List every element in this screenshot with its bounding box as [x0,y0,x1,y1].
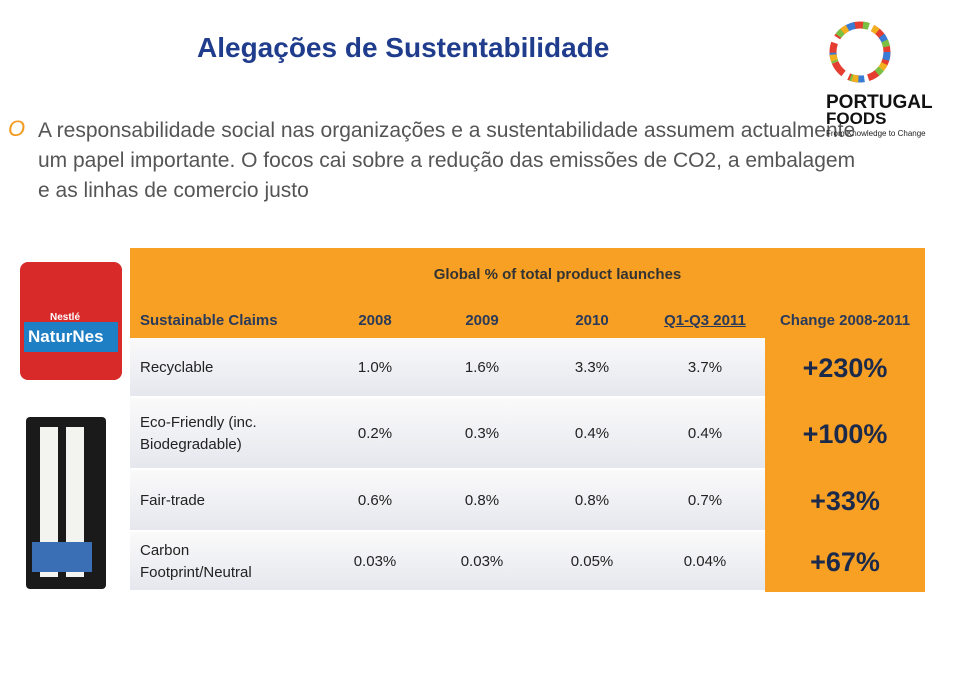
row-label: Carbon Footprint/Neutral [140,542,252,581]
leek [40,427,58,577]
column-header: Change 2008-2011 [779,311,911,329]
table-cell: 3.7% [687,359,723,376]
table-cell: 0.8% [464,492,500,509]
column-header: Q1-Q3 2011 [664,311,746,329]
header-bg [130,248,925,338]
product-images: Nestlé NaturNes [20,262,122,589]
row-bg [130,338,765,396]
table-cell: 0.7% [687,492,723,509]
table-cell: 0.3% [464,425,500,442]
row-bg [130,470,765,530]
logo-tagline: From Knowledge to Change [826,129,926,138]
row-label: Eco-Friendly (inc. Biodegradable) [140,414,257,453]
product-brand: Nestlé [50,312,80,323]
column-header: 2010 [575,311,609,329]
table-cell: 0.6% [357,492,393,509]
logo-ring [829,21,891,83]
table-cell: 3.3% [574,359,610,376]
table-cell: 0.2% [357,425,393,442]
table-cell: 0.4% [574,425,610,442]
table-cell: 0.03% [460,553,504,570]
product-name: NaturNes [28,327,104,346]
row-bg [130,532,765,590]
column-header: 2009 [465,311,499,329]
product-band [24,322,118,352]
row-label: Fair-trade [140,492,206,509]
change-value: +33% [810,486,880,516]
table-cell: 1.6% [464,359,500,376]
table-caption: Global % of total product launches [433,265,682,283]
change-value: +230% [802,353,888,383]
title: Alegações de Sustentabilidade [197,32,610,63]
leek [66,427,84,577]
row-label: Recyclable [140,359,214,376]
table: Global % of total product launches Sustai… [130,248,925,592]
table-cell: 0.4% [687,425,723,442]
change-value: +67% [810,547,880,577]
change-bg [765,338,925,592]
product-label [32,542,92,572]
table-cell: 1.0% [357,359,393,376]
column-header: 2008 [358,311,392,329]
logo-text: FOODS [826,109,886,128]
column-header: Sustainable Claims [140,311,278,329]
table-cell: 0.04% [683,553,727,570]
logo-text: PORTUGAL [826,92,933,113]
change-value: +100% [802,419,888,449]
logo: PORTUGAL FOODS From Knowledge to Change [826,21,933,138]
bullet-mark: O [8,116,26,141]
table-cell: 0.05% [570,553,614,570]
bullet-text: A responsabilidade social nas organizaçõ… [38,119,856,202]
row-bg [130,398,765,468]
table-cell: 0.03% [353,553,397,570]
table-cell: 0.8% [574,492,610,509]
